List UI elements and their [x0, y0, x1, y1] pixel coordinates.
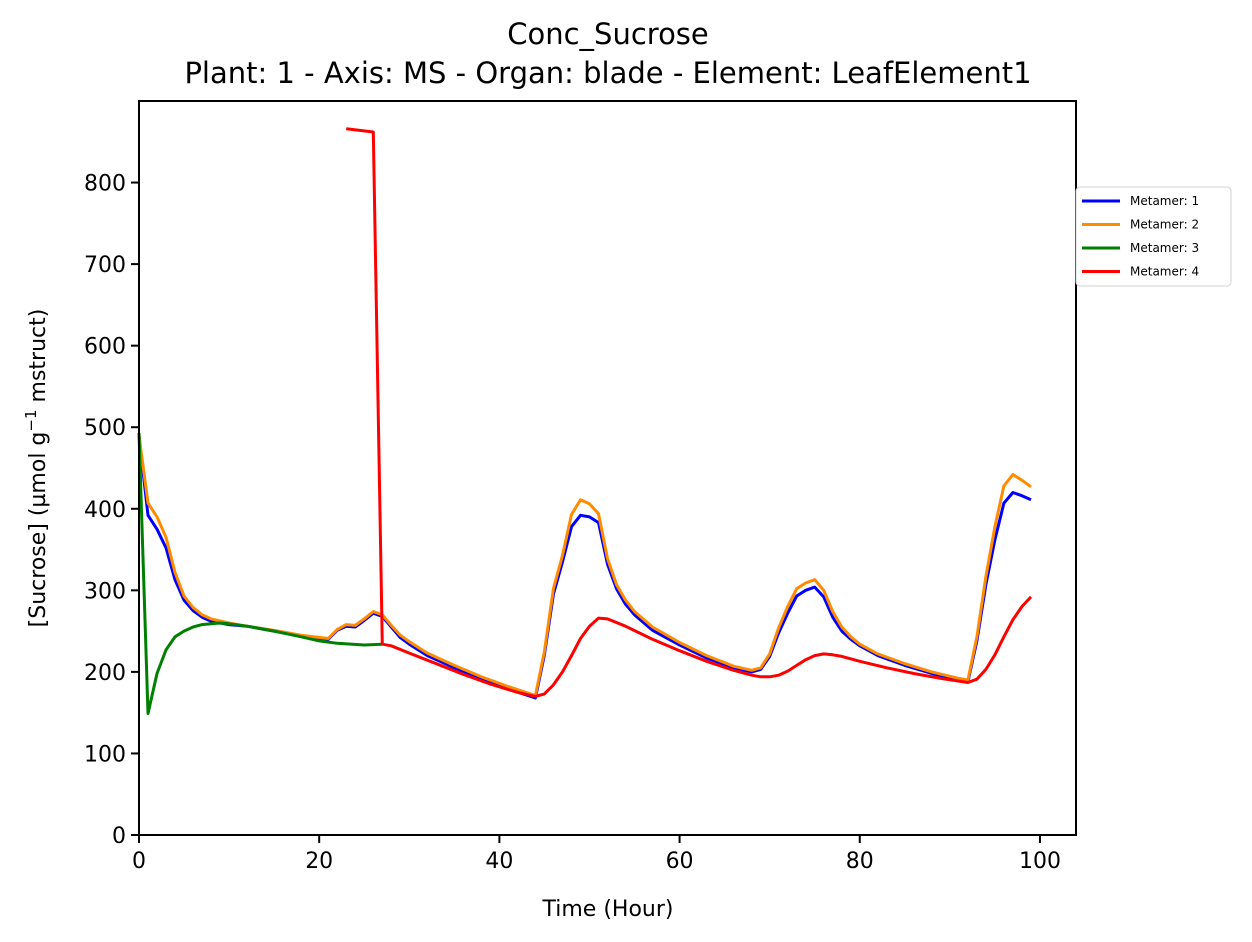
y-axis-ticks: 0 100 200 300 400 500 600 700 800	[84, 172, 139, 849]
x-tick-label: 40	[485, 849, 513, 874]
plot-frame	[138, 100, 1077, 836]
x-tick-label: 20	[305, 849, 333, 874]
y-axis-label: [Sucrose] (µmol g−1 mstruct)	[22, 309, 51, 628]
series-line-4	[346, 127, 1033, 698]
x-tick-label: 60	[666, 849, 694, 874]
y-tick-label: 0	[112, 824, 126, 849]
series-layer	[137, 127, 1033, 715]
legend-label-2: Metamer: 2	[1130, 218, 1199, 232]
y-tick-label: 600	[84, 335, 126, 360]
legend-label-4: Metamer: 4	[1130, 265, 1199, 279]
y-tick-label: 300	[84, 579, 126, 604]
x-tick-label: 100	[1019, 849, 1061, 874]
chart-subtitle: Plant: 1 - Axis: MS - Organ: blade - Ele…	[184, 56, 1031, 90]
legend-box	[1075, 186, 1232, 287]
y-tick-label: 200	[84, 661, 126, 686]
x-tick-label: 80	[846, 849, 874, 874]
y-tick-label: 700	[84, 253, 126, 278]
y-axis-label-main: [Sucrose] (µmol g	[26, 432, 51, 628]
y-tick-label: 400	[84, 498, 126, 523]
legend-label-1: Metamer: 1	[1130, 194, 1199, 208]
y-tick-label: 100	[84, 742, 126, 767]
legend-items: Metamer: 1 Metamer: 2 Metamer: 3 Metamer: 4	[1082, 194, 1199, 279]
legend-label-3: Metamer: 3	[1130, 241, 1199, 255]
series-line-3	[137, 432, 383, 715]
chart-title: Conc_Sucrose	[507, 17, 709, 51]
x-axis-ticks: 0 20 40 60 80 100	[132, 835, 1061, 874]
y-tick-label: 800	[84, 172, 126, 197]
x-axis-label: Time (Hour)	[542, 897, 674, 922]
y-axis-label-sup: −1	[22, 409, 40, 431]
y-axis-label-tail: mstruct)	[26, 309, 51, 410]
x-tick-label: 0	[132, 849, 146, 874]
y-tick-label: 500	[84, 416, 126, 441]
legend: Metamer: 1 Metamer: 2 Metamer: 3 Metamer: 4	[1075, 186, 1232, 287]
